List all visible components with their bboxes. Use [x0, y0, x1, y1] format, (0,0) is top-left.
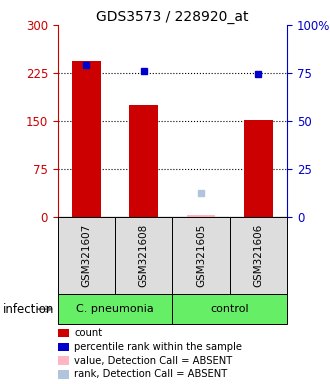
Bar [129, 105, 158, 217]
Text: value, Detection Call = ABSENT: value, Detection Call = ABSENT [74, 356, 233, 366]
Text: GSM321608: GSM321608 [139, 224, 149, 287]
Bar [72, 61, 101, 217]
Text: count: count [74, 328, 102, 338]
Bar [173, 217, 230, 294]
Text: GSM321606: GSM321606 [253, 224, 263, 287]
Bar [173, 294, 287, 324]
Text: GSM321605: GSM321605 [196, 224, 206, 287]
Bar [230, 217, 287, 294]
Text: control: control [211, 304, 249, 314]
Text: rank, Detection Call = ABSENT: rank, Detection Call = ABSENT [74, 369, 227, 379]
Text: C. pneumonia: C. pneumonia [76, 304, 154, 314]
Text: percentile rank within the sample: percentile rank within the sample [74, 342, 242, 352]
Bar [58, 217, 115, 294]
Text: infection: infection [3, 303, 55, 316]
Bar [187, 215, 215, 217]
Bar [58, 294, 173, 324]
Title: GDS3573 / 228920_at: GDS3573 / 228920_at [96, 10, 249, 24]
Text: GSM321607: GSM321607 [82, 224, 91, 287]
Bar [244, 120, 273, 217]
Bar [115, 217, 173, 294]
